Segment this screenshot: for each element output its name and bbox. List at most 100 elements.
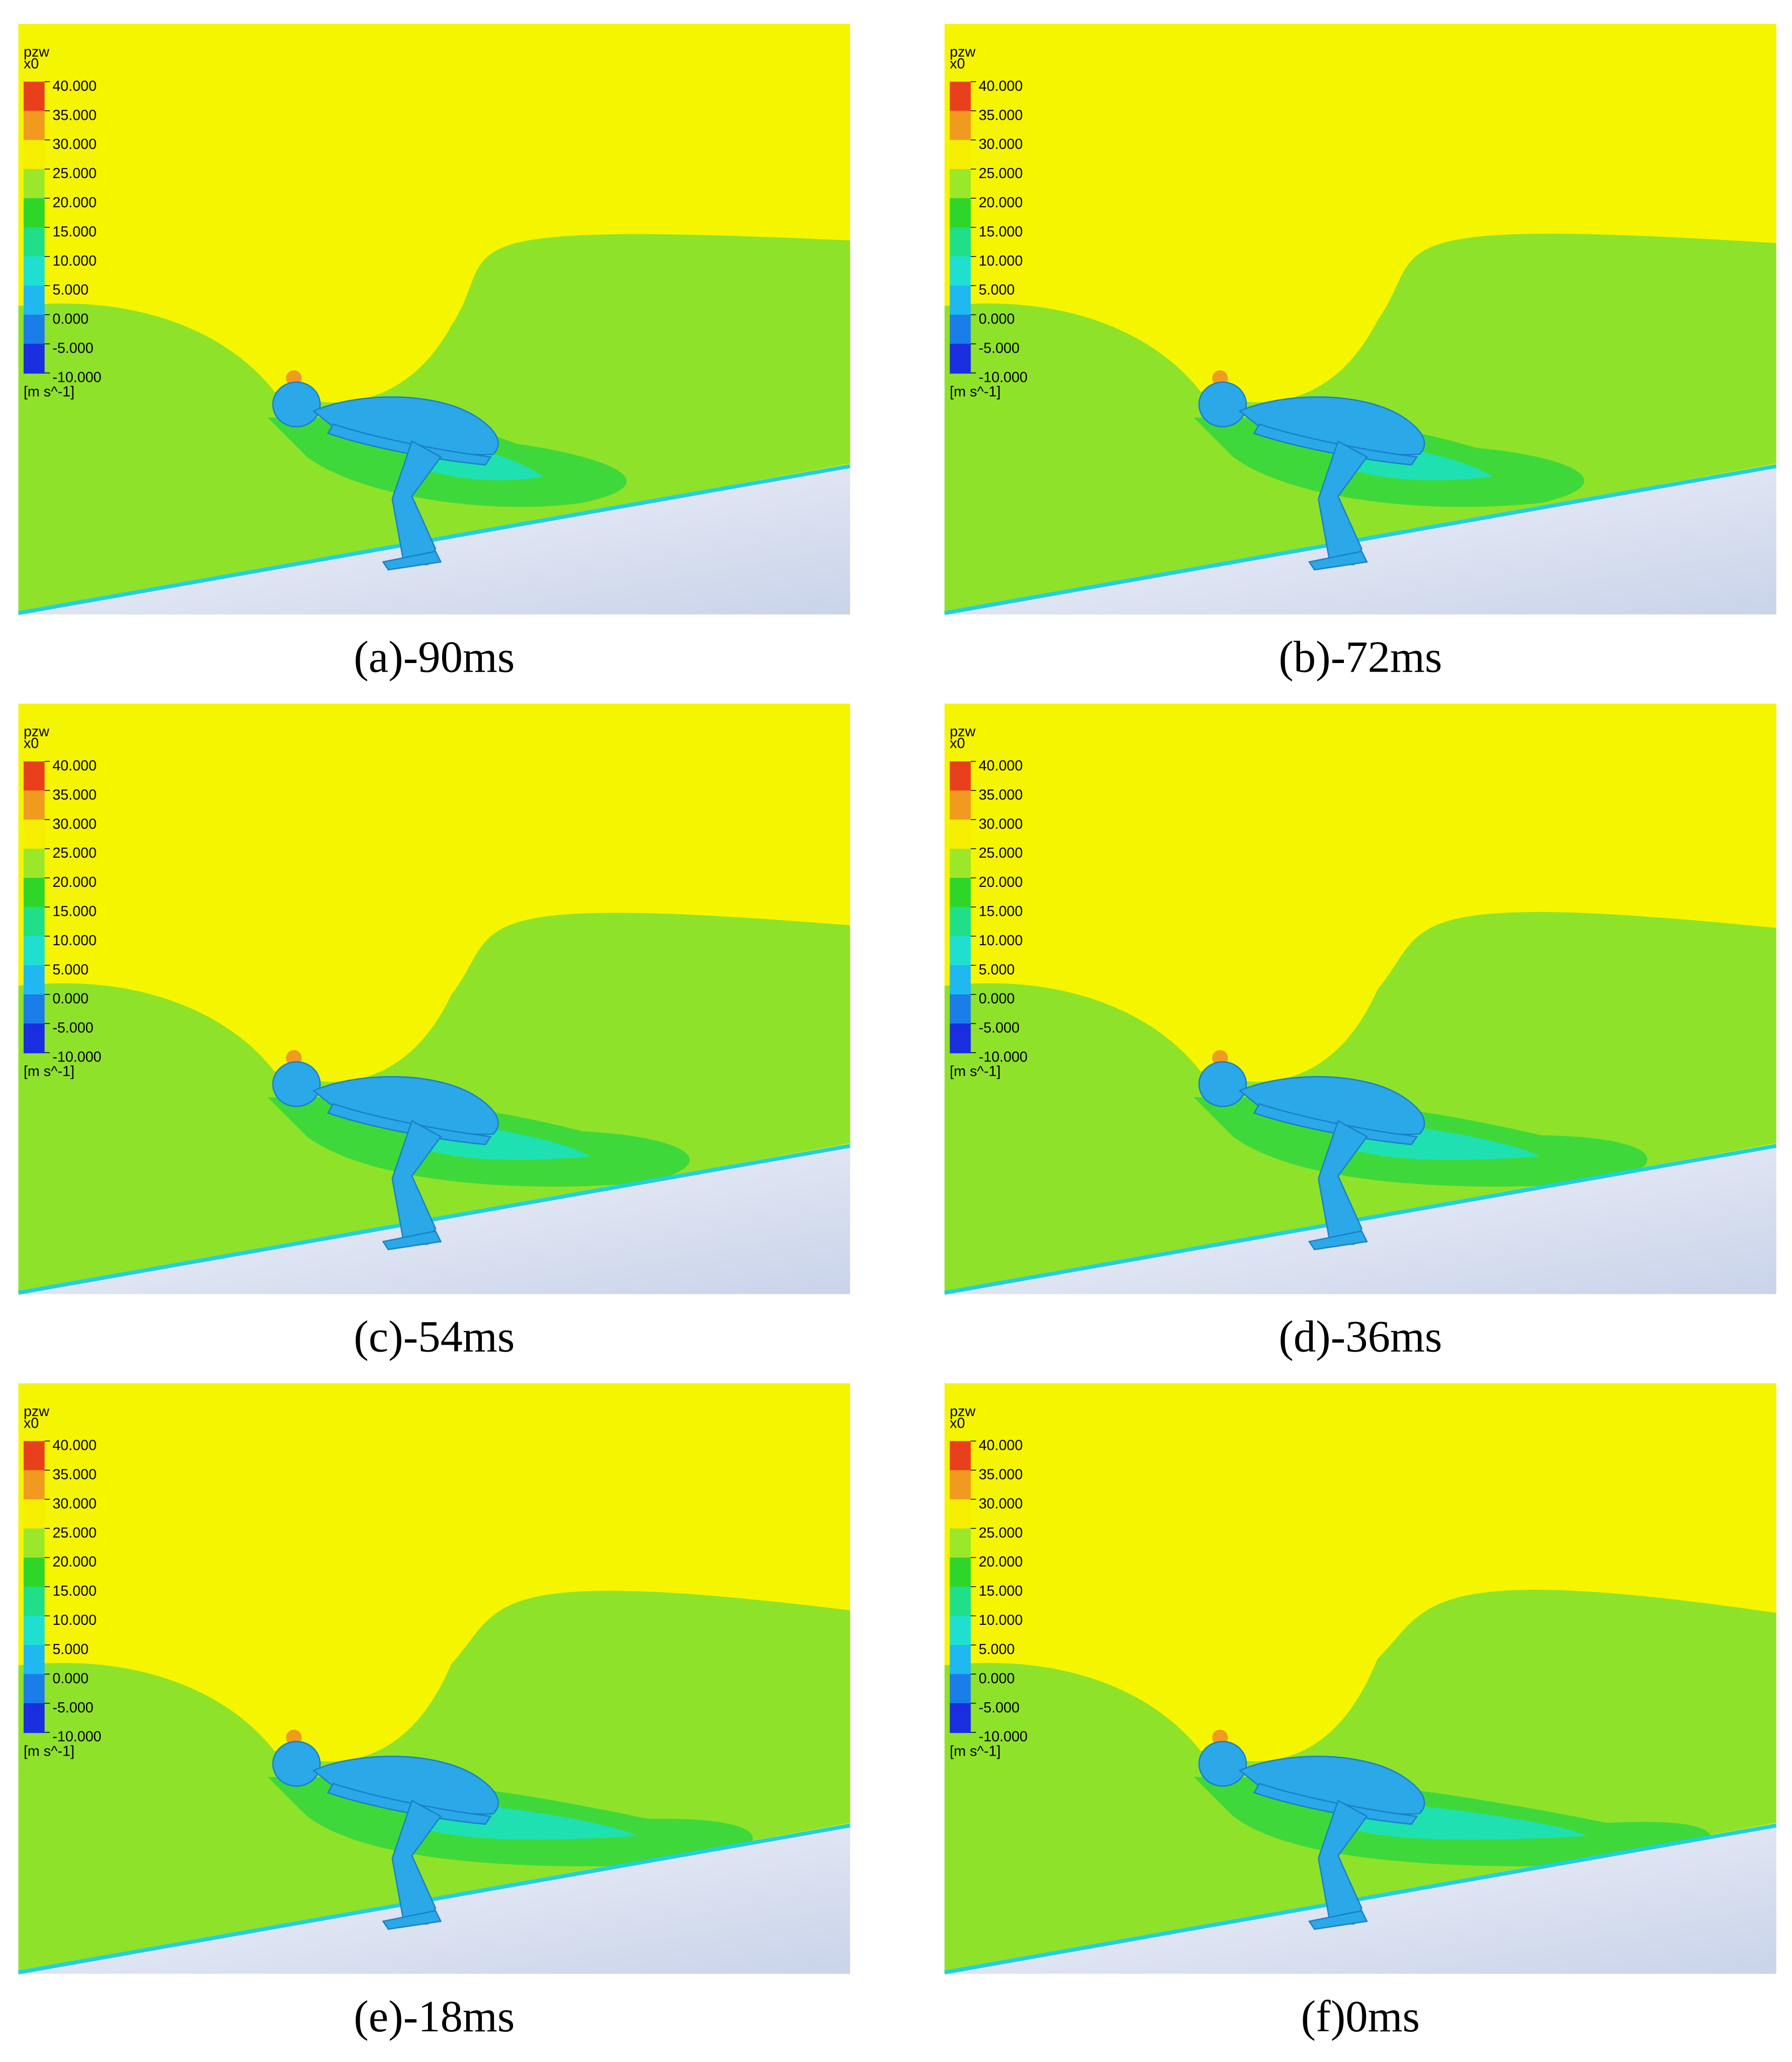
legend-location: x0 <box>24 1415 39 1431</box>
colorbar-label: 5.000 <box>979 1641 1015 1658</box>
legend-unit: [m s^-1] <box>950 1743 1000 1759</box>
colorbar-label: 15.000 <box>52 224 97 240</box>
colorbar-label: 40.000 <box>979 758 1023 774</box>
colorbar-label: 20.000 <box>52 195 97 211</box>
colorbar-band <box>23 256 45 287</box>
head <box>1198 1741 1247 1787</box>
legend-unit: [m s^-1] <box>24 384 74 400</box>
colorbar-label: -10.000 <box>979 1729 1028 1745</box>
legend-unit: [m s^-1] <box>24 1743 74 1759</box>
colorbar-band <box>23 1674 45 1704</box>
colorbar-band <box>950 1499 971 1529</box>
colorbar-band <box>23 878 45 908</box>
colorbar-band <box>23 1528 45 1558</box>
legend-unit: [m s^-1] <box>950 384 1000 400</box>
colorbar-label: 15.000 <box>52 903 97 920</box>
arm <box>1253 1782 1418 1825</box>
colorbar-label: 5.000 <box>979 962 1015 978</box>
colorbar-band <box>950 1616 971 1646</box>
head <box>272 1741 321 1787</box>
head <box>1198 1061 1247 1107</box>
ski-boot <box>1308 1230 1368 1251</box>
colorbar-label: 5.000 <box>52 282 89 298</box>
colorbar-band <box>23 314 45 345</box>
colorbar-band <box>950 227 971 258</box>
legend-location: x0 <box>950 735 965 752</box>
colorbar-band <box>23 994 45 1024</box>
legend-location: x0 <box>24 56 39 72</box>
colorbar-band <box>23 1499 45 1529</box>
colorbar-band <box>950 344 971 374</box>
legend-location: x0 <box>950 1415 965 1431</box>
colorbar-label: 5.000 <box>52 1641 89 1658</box>
colorbar-label: 15.000 <box>979 1583 1023 1599</box>
colorbar-label: 30.000 <box>52 816 97 832</box>
ski-boot <box>1308 1910 1368 1930</box>
colorbar-band <box>23 140 45 170</box>
colorbar-band <box>950 1023 971 1053</box>
legend-variable: pzw <box>950 724 975 740</box>
colorbar-label: 25.000 <box>979 166 1023 182</box>
arm <box>1253 1103 1418 1145</box>
colorbar-label: 10.000 <box>979 253 1023 269</box>
panel-caption: (a)-90ms <box>354 633 515 682</box>
panel-caption: (c)-54ms <box>354 1312 515 1362</box>
colorbar-label: 40.000 <box>52 1438 97 1454</box>
ski-boot <box>382 1910 442 1930</box>
ground-edge <box>18 1824 850 1974</box>
colorbar-label: -5.000 <box>979 341 1019 357</box>
colorbar-label: 10.000 <box>979 1612 1023 1628</box>
ski-boot <box>382 550 442 571</box>
colorbar-band <box>950 1441 971 1471</box>
colorbar-label: 25.000 <box>52 845 97 861</box>
colorbar-band <box>23 819 45 850</box>
ground-edge <box>944 1824 1777 1974</box>
colorbar-band <box>23 169 45 199</box>
colorbar-label: 0.000 <box>979 1671 1015 1687</box>
panel-caption: (d)-36ms <box>1278 1312 1442 1362</box>
colorbar-band <box>950 198 971 228</box>
colorbar-band <box>23 111 45 141</box>
legend-variable: pzw <box>950 44 975 60</box>
colorbar-label: 30.000 <box>979 136 1023 152</box>
colorbar-label: 25.000 <box>979 1525 1023 1541</box>
colorbar-band <box>950 965 971 996</box>
colorbar-label: -5.000 <box>979 1020 1019 1036</box>
panel-caption: (e)-18ms <box>354 1992 515 2041</box>
colorbar-band <box>23 198 45 228</box>
colorbar-label: 20.000 <box>52 874 97 890</box>
colorbar-band <box>950 169 971 199</box>
colorbar-label: 40.000 <box>979 78 1023 94</box>
skier <box>1198 1050 1425 1251</box>
legend-unit: [m s^-1] <box>24 1063 74 1080</box>
panel-caption: (f)0ms <box>1301 1992 1420 2041</box>
colorbar-band <box>950 111 971 141</box>
colorbar-label: 10.000 <box>52 1612 97 1628</box>
colorbar-band <box>23 1703 45 1733</box>
colorbar-band <box>950 936 971 966</box>
colorbar-band <box>950 849 971 879</box>
colorbar-label: -10.000 <box>52 1729 101 1745</box>
colorbar-label: 35.000 <box>979 107 1023 123</box>
colorbar-band <box>23 936 45 966</box>
colorbar-band <box>950 1557 971 1588</box>
colorbar-band <box>23 81 45 112</box>
legend-unit: [m s^-1] <box>950 1063 1000 1080</box>
colorbar-label: 20.000 <box>979 195 1023 211</box>
colorbar-band <box>23 1557 45 1588</box>
head <box>272 381 321 428</box>
colorbar-label: 30.000 <box>52 136 97 152</box>
colorbar-band <box>23 1616 45 1646</box>
colorbar-band <box>950 81 971 112</box>
colorbar-label: 30.000 <box>979 816 1023 832</box>
colorbar-label: 0.000 <box>52 1671 89 1687</box>
colorbar-band <box>950 907 971 937</box>
ground-edge <box>18 464 850 615</box>
colorbar-band <box>23 907 45 937</box>
colorbar-label: 40.000 <box>979 1438 1023 1454</box>
arm <box>327 423 492 466</box>
